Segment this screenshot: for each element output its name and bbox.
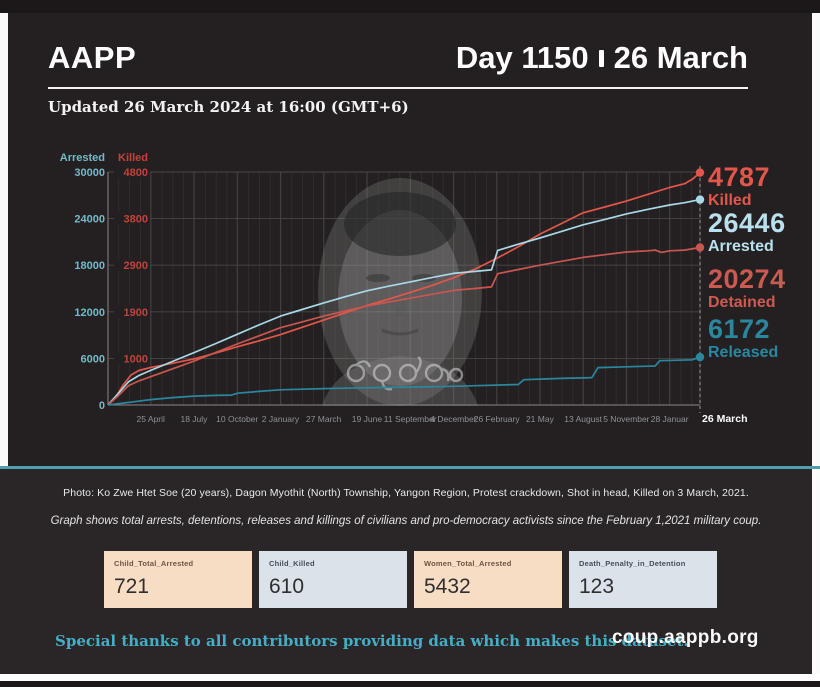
killed-tick-patch <box>114 166 150 178</box>
stat-card-label: Women_Total_Arrested <box>424 559 512 568</box>
bottom-border-strip <box>0 681 820 687</box>
killed-tick-patch <box>114 305 150 318</box>
chart-series <box>107 168 705 406</box>
detained-total: 20274 Detained <box>708 266 786 311</box>
x-tick-label: 26 February <box>474 414 521 424</box>
burmese-script-watermark <box>346 356 464 391</box>
killed-tick-patch <box>114 259 150 272</box>
chart-axis-labels: Arrested Killed 30000 4800 24000 3800 18000 290… <box>60 152 748 425</box>
website-url: coup.aappb.org <box>612 627 759 648</box>
x-tick-label: 5 November <box>603 414 649 424</box>
stat-card-death_penalty_in_detention: Death_Penalty_in_Detention 123 <box>569 551 717 608</box>
bottom-white-strip <box>0 674 820 681</box>
detained-total-value: 20274 <box>708 264 786 294</box>
header-underline <box>48 87 748 89</box>
graph-description: Graph shows total arrests, detentions, r… <box>50 515 762 527</box>
arrested-tick-label: 6000 <box>81 353 105 365</box>
portrait-watermark <box>318 178 482 406</box>
killed-tick-label: 2900 <box>124 260 148 272</box>
x-tick-label-current: 26 March <box>702 413 748 425</box>
stat-card-label: Child_Total_Arrested <box>114 559 194 568</box>
stat-cards-row: Child_Total_Arrested 721 Child_Killed 610 Wo… <box>104 551 717 608</box>
killed-tick-label: 1000 <box>124 353 148 365</box>
series-line-arrested <box>107 198 701 406</box>
endpoint-dot-detained <box>695 243 705 252</box>
endpoint-dot-arrested <box>695 195 705 204</box>
arrested-tick-label: 24000 <box>74 214 105 226</box>
stat-card-label: Death_Penalty_in_Detention <box>579 559 686 568</box>
killed-tick-label: 1900 <box>124 307 148 319</box>
brand-logo: AAPP <box>48 40 137 75</box>
header-date: 26 March <box>613 40 748 75</box>
killed-tick-label: 3800 <box>124 214 148 226</box>
thanks-text: Special thanks to all contributors provi… <box>55 632 689 650</box>
released-total-value: 6172 <box>708 314 771 344</box>
endpoint-dot-released <box>695 352 705 362</box>
stat-card-value: 610 <box>269 575 305 598</box>
series-line-killed <box>107 171 701 406</box>
killed-tick-patch <box>114 212 150 225</box>
x-tick-label: 11 September <box>384 414 437 424</box>
stat-card-label: Child_Killed <box>269 559 315 568</box>
series-line-detained <box>107 246 701 406</box>
killed-tick-label: 4800 <box>124 167 148 179</box>
arrested-tick-label: 30000 <box>74 167 105 179</box>
stat-card-value: 123 <box>579 575 615 598</box>
x-tick-label: 4 December <box>430 414 476 424</box>
killed-axis-title: Killed <box>118 152 148 164</box>
arrested-total-value: 26446 <box>708 208 786 238</box>
killed-total: 4787 Killed <box>708 164 770 209</box>
x-tick-label: 13 August <box>564 414 602 424</box>
series-line-released <box>107 356 701 406</box>
killed-total-label: Killed <box>708 192 752 209</box>
photo-caption: Photo: Ko Zwe Htet Soe (20 years), Dagon… <box>63 487 749 499</box>
endpoint-dot-killed <box>695 168 705 177</box>
updated-timestamp: Updated 26 March 2024 at 16:00 (GMT+6) <box>48 98 409 116</box>
chart-canvas: Arrested Killed 30000 4800 24000 3800 18000 290… <box>60 152 748 425</box>
arrested-total-label: Arrested <box>708 238 774 255</box>
released-total: 6172 Released <box>708 316 778 361</box>
arrested-tick-label: 12000 <box>74 307 105 319</box>
day-count: Day 1150 <box>455 40 589 75</box>
killed-tick-patch <box>114 352 150 365</box>
top-border-strip <box>0 0 820 13</box>
day-date-title: Day 1150 26 March <box>456 40 748 76</box>
x-tick-label: 27 March <box>306 414 342 424</box>
stat-card-child_total_arrested: Child_Total_Arrested 721 <box>104 551 252 608</box>
stat-card-value: 5432 <box>424 575 471 598</box>
arrested-tick-label: 18000 <box>74 260 105 272</box>
divider-bar-icon <box>598 49 604 67</box>
arrested-total: 26446 Arrested <box>708 210 786 255</box>
killed-total-value: 4787 <box>708 162 771 192</box>
stat-card-women_total_arrested: Women_Total_Arrested 5432 <box>414 551 562 608</box>
x-tick-label: 19 June <box>352 414 383 424</box>
stat-card-child_killed: Child_Killed 610 <box>259 551 407 608</box>
released-total-label: Released <box>708 344 779 361</box>
x-tick-label: 25 April <box>137 414 165 424</box>
arrested-tick-label: 0 <box>99 400 105 412</box>
teal-divider-line <box>0 466 820 469</box>
x-tick-label: 10 October <box>216 414 258 424</box>
x-tick-label: 21 May <box>526 414 555 424</box>
x-tick-label: 18 July <box>180 414 208 424</box>
stat-card-value: 721 <box>114 575 150 598</box>
detained-total-label: Detained <box>708 294 776 311</box>
x-tick-label: 28 Januar <box>651 414 689 424</box>
x-tick-label: 2 January <box>262 414 300 424</box>
line-chart: Arrested Killed 30000 4800 24000 3800 18000 290… <box>60 152 748 425</box>
arrested-axis-title: Arrested <box>60 152 105 164</box>
